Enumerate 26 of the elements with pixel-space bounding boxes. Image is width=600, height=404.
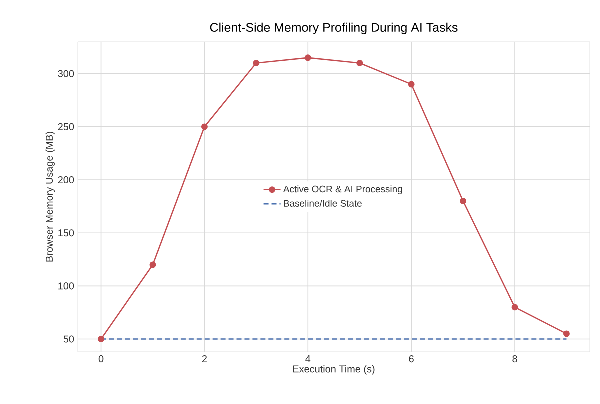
legend-label: Baseline/Idle State	[284, 200, 362, 207]
y-tick-label: 150	[58, 230, 74, 237]
point	[201, 124, 208, 130]
point	[253, 60, 260, 66]
point	[460, 198, 467, 204]
x-tick-label: 2	[202, 356, 207, 362]
point	[304, 54, 312, 62]
x-tick-label: 8	[512, 356, 518, 363]
y-tick-label: 300	[58, 70, 74, 78]
x-tick-label: 4	[306, 356, 311, 362]
point	[512, 304, 518, 311]
point	[356, 60, 364, 66]
x-axis-title: Execution Time (s)	[293, 365, 375, 375]
legend-label: Active OCR & AI Processing	[283, 186, 402, 194]
chart-title: Client-Side Memory Profiling During AI Tasks	[210, 22, 458, 34]
point	[408, 81, 415, 88]
point	[150, 262, 156, 268]
y-tick-label: 50	[64, 336, 74, 343]
point	[98, 336, 105, 342]
x-tick-label: 0	[98, 356, 104, 363]
y-axis-title: Browser Memory Usage (MB)	[46, 132, 55, 262]
x-tick-label: 6	[409, 356, 414, 363]
point	[563, 330, 570, 338]
y-tick-label: 200	[58, 176, 74, 184]
y-tick-label: 100	[58, 282, 74, 290]
y-tick-label: 250	[58, 123, 74, 130]
